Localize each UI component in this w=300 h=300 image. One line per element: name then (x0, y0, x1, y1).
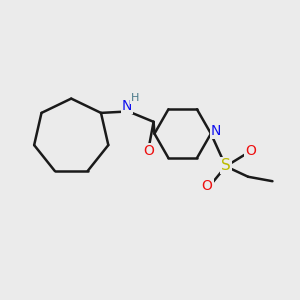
Text: H: H (131, 93, 139, 103)
Text: S: S (221, 158, 231, 173)
Text: O: O (202, 179, 212, 193)
Text: N: N (122, 99, 132, 113)
Text: O: O (143, 144, 154, 158)
Text: O: O (245, 145, 256, 158)
Text: N: N (211, 124, 221, 138)
